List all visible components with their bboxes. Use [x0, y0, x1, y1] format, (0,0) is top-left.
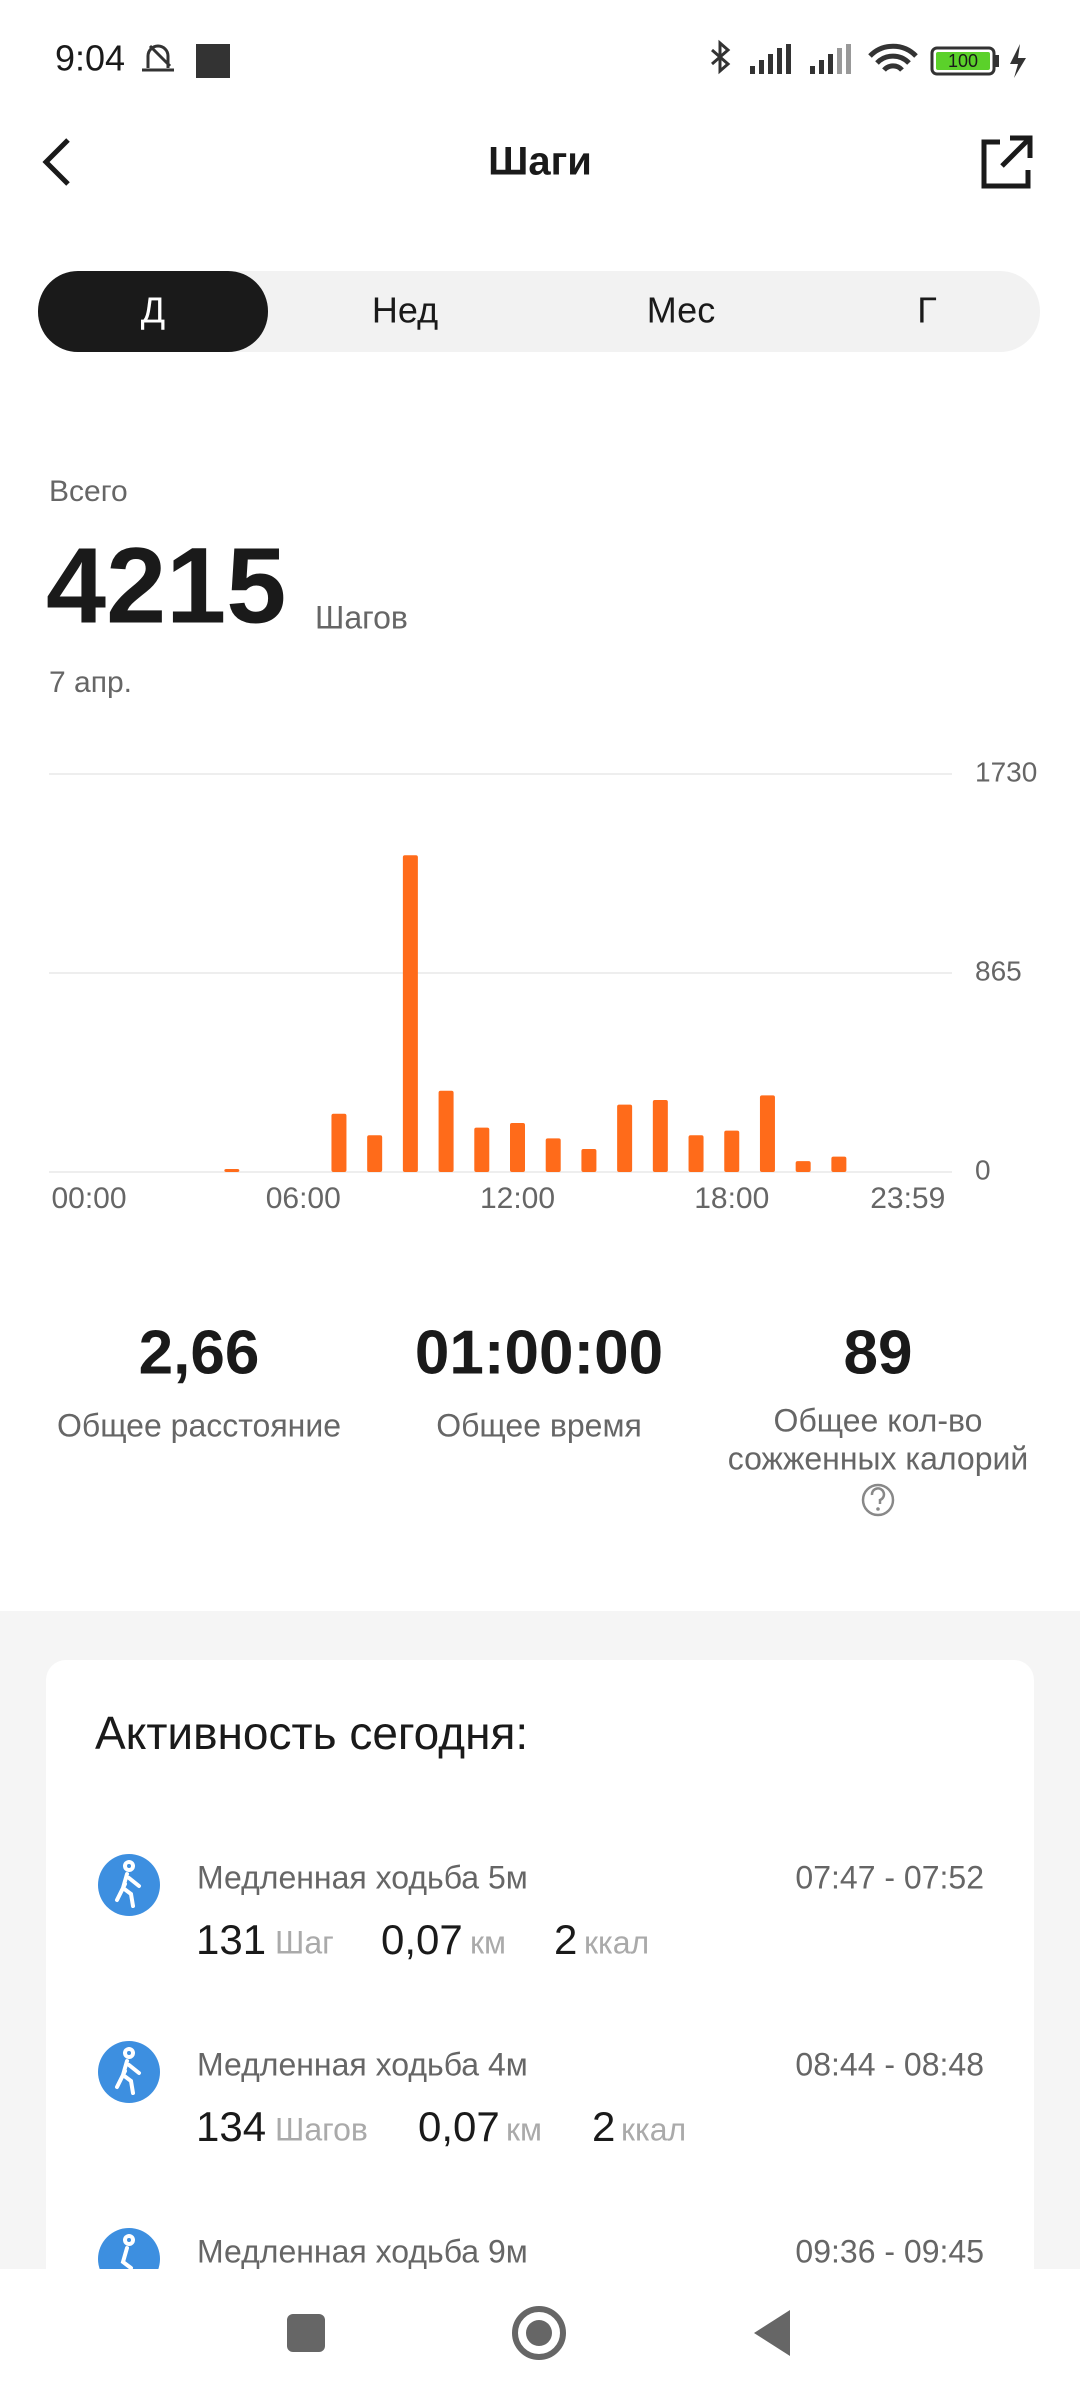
tab[interactable]: Д [141, 290, 165, 331]
bar [724, 1130, 740, 1172]
tab[interactable]: Мес [647, 290, 715, 331]
stat-label: сожженных калорий [728, 1440, 1029, 1476]
activity-distance-unit: км [470, 1924, 506, 1960]
activity-steps: 131 [196, 1916, 266, 1963]
stat-value: 89 [844, 1318, 913, 1387]
x-tick-label: 18:00 [694, 1182, 769, 1215]
y-tick-label: 1730 [975, 756, 1037, 787]
activity-kcal-unit: ккал [584, 1924, 649, 1960]
bar [652, 1099, 668, 1172]
activity-kcal-unit: ккал [621, 2111, 686, 2147]
bar [438, 1090, 454, 1172]
stat-label: Общее время [436, 1407, 642, 1443]
activity-distance: 0,07 [418, 2103, 500, 2150]
bar [688, 1135, 704, 1172]
stat-label: Общее расстояние [57, 1407, 341, 1443]
share-button[interactable] [981, 135, 1033, 189]
bar [617, 1104, 633, 1172]
activity-distance: 0,07 [381, 1916, 463, 1963]
tab-selected[interactable] [38, 271, 268, 352]
nav-recents[interactable] [287, 2314, 325, 2352]
activity-time: 07:47 - 07:52 [795, 1859, 984, 1895]
x-tick-label: 00:00 [51, 1182, 126, 1215]
stat-label: Общее кол-во [774, 1402, 983, 1438]
activity-title: Активность сегодня: [95, 1707, 528, 1759]
activity-distance-unit: км [506, 2111, 542, 2147]
nav-home[interactable] [512, 2306, 566, 2360]
status-time: 9:04 [55, 38, 125, 79]
activity-item[interactable] [98, 1854, 160, 1916]
activity-time: 09:36 - 09:45 [795, 2233, 984, 2269]
stat-value: 2,66 [139, 1318, 260, 1387]
activity-time: 08:44 - 08:48 [795, 2046, 984, 2082]
activity-name: Медленная ходьба 4м [197, 2046, 528, 2082]
summary-total: 4215 [46, 525, 286, 646]
page-title: Шаги [488, 140, 592, 184]
bar [474, 1127, 490, 1172]
battery-level: 100 [948, 51, 978, 71]
x-tick-label: 12:00 [480, 1182, 555, 1215]
bar [331, 1113, 347, 1172]
summary-unit: Шагов [315, 599, 408, 635]
bar [224, 1169, 240, 1172]
activity-kcal: 2 [554, 1916, 577, 1963]
bar [831, 1156, 847, 1172]
summary-date: 7 апр. [49, 666, 132, 699]
bar [759, 1095, 775, 1172]
activity-kcal: 2 [592, 2103, 615, 2150]
activity-steps: 134 [196, 2103, 266, 2150]
activity-name: Медленная ходьба 5м [197, 1859, 528, 1895]
tab[interactable]: Нед [372, 290, 438, 331]
x-tick-label: 23:59 [870, 1182, 945, 1215]
stat-value: 01:00:00 [415, 1318, 663, 1387]
activity-item[interactable] [98, 2041, 160, 2103]
activity-name: Медленная ходьба 9м [197, 2233, 528, 2269]
bar [402, 855, 418, 1172]
activity-card [46, 1660, 1034, 2360]
summary-label: Всего [49, 475, 128, 508]
back-button[interactable] [42, 138, 70, 186]
tab-bar [38, 271, 1040, 352]
bar [510, 1122, 525, 1172]
bar [367, 1135, 383, 1172]
chart: 0 865 1730 00:00 06:00 12:00 18:00 23:59 [49, 756, 1037, 1215]
x-tick-label: 06:00 [266, 1182, 341, 1215]
y-tick-label: 0 [975, 1154, 991, 1185]
activity-steps-unit: Шагов [275, 2111, 368, 2147]
activity-steps-unit: Шаг [275, 1924, 334, 1960]
y-tick-label: 865 [975, 955, 1022, 986]
bar [795, 1161, 811, 1172]
info-icon[interactable] [861, 1483, 895, 1517]
nav-back[interactable] [754, 2310, 790, 2356]
bar [581, 1148, 597, 1172]
bar [545, 1138, 561, 1172]
status-icons [142, 39, 1026, 78]
tab[interactable]: Г [917, 290, 937, 331]
